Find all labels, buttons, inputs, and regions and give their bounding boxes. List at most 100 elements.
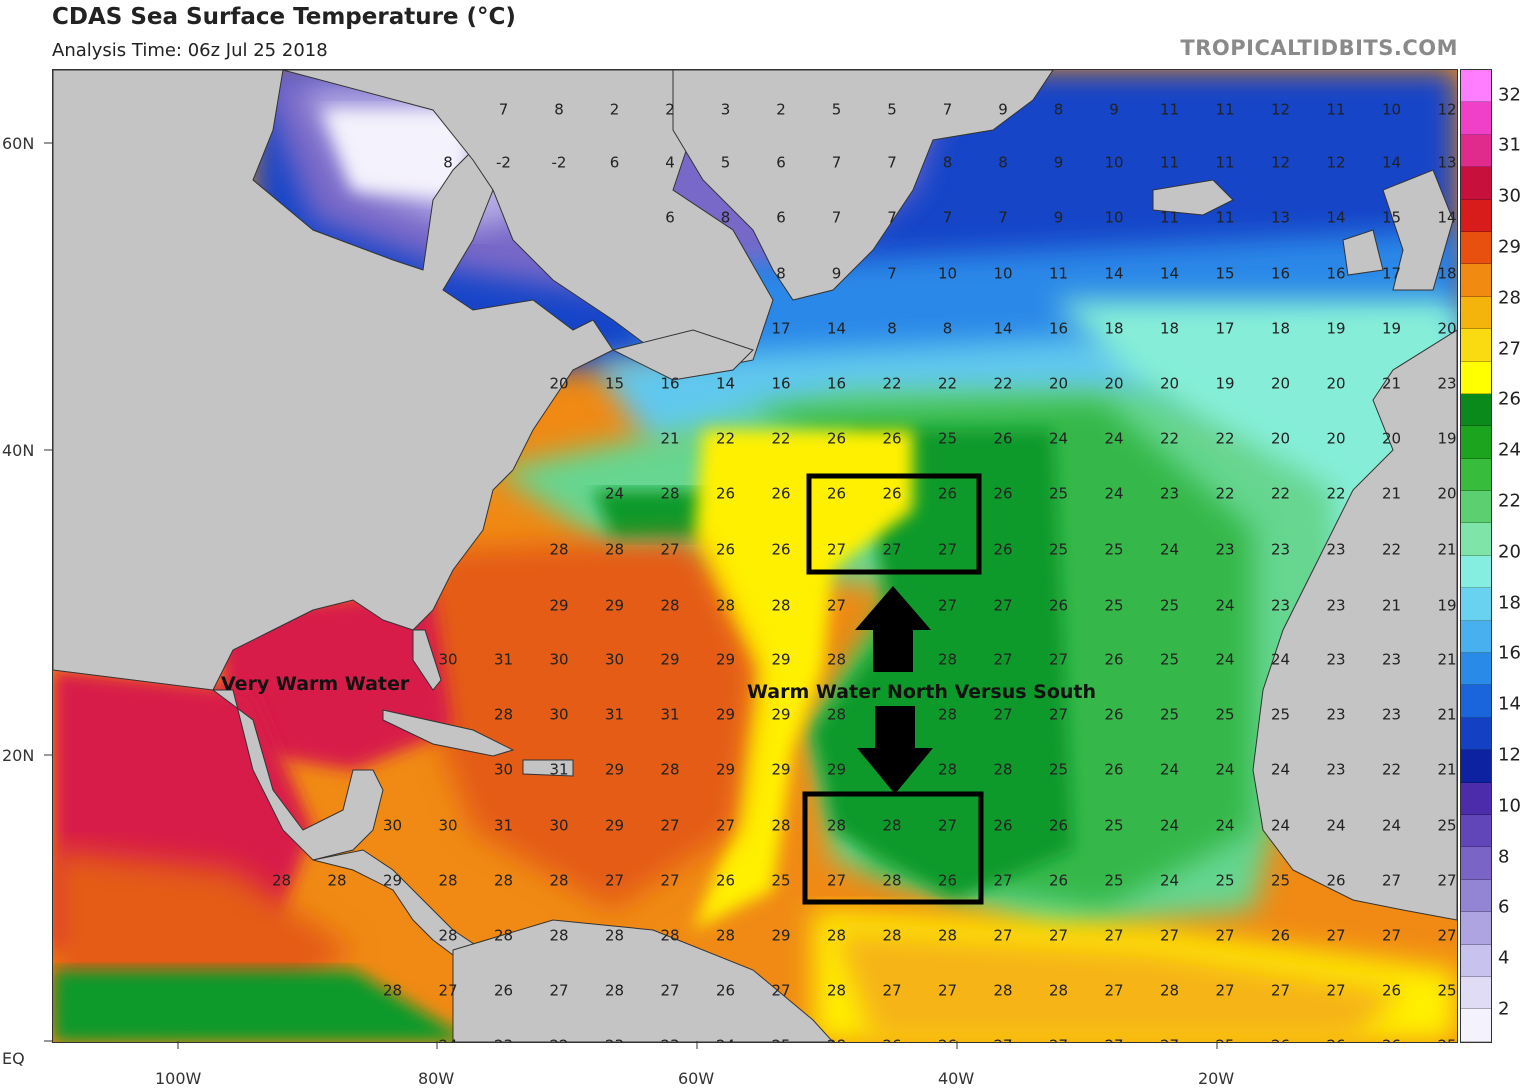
sst-value-label: 26	[716, 982, 735, 1000]
sst-value-label: 25	[1271, 706, 1290, 724]
sst-value-label: 21	[1382, 597, 1401, 615]
sst-value-label: 22	[771, 430, 790, 448]
sst-value-label: 20	[1271, 430, 1290, 448]
sst-value-label: 22	[1382, 761, 1401, 779]
sst-value-label: 11	[1160, 209, 1179, 227]
lat-label-60n: 60N	[2, 134, 34, 153]
sst-value-label: 24	[1160, 761, 1179, 779]
sst-value-label: 7	[998, 209, 1008, 227]
sst-value-label: 26	[882, 430, 901, 448]
sst-value-label: 28	[938, 651, 957, 669]
colorbar-swatch	[1461, 814, 1491, 848]
sst-value-label: 27	[938, 982, 957, 1000]
colorbar-tick-label: 22	[1498, 490, 1521, 512]
sst-value-label: 29	[771, 651, 790, 669]
colorbar-swatch	[1461, 393, 1491, 427]
sst-value-label: 29	[771, 927, 790, 945]
sst-value-label: 23	[1271, 541, 1290, 559]
sst-value-label: 24	[1104, 430, 1123, 448]
sst-value-label: 26	[827, 485, 846, 503]
greenland-land	[672, 70, 1054, 301]
sst-value-label: 23	[494, 1037, 513, 1043]
annotation-layer: Very Warm Water Warm Water North Versus …	[221, 473, 1096, 905]
lat-label-20n: 20N	[2, 746, 34, 765]
sst-value-label: 28	[827, 927, 846, 945]
sst-value-label: 24	[716, 1037, 735, 1043]
sst-value-label: 26	[1104, 651, 1123, 669]
landmasses	[53, 70, 1457, 1042]
sst-value-label: 27	[1104, 982, 1123, 1000]
africa-europe-land	[1252, 329, 1457, 921]
sst-value-label: 14	[993, 320, 1012, 338]
hispaniola-land	[522, 759, 574, 777]
sst-value-label: 22	[882, 375, 901, 393]
sst-value-label: 27	[993, 597, 1012, 615]
sst-value-label: 26	[1271, 1037, 1290, 1043]
sst-value-label: 23	[1382, 706, 1401, 724]
colorbar-swatch	[1461, 912, 1491, 945]
sst-value-label: 28	[660, 927, 679, 945]
sst-value-label: 17	[1382, 265, 1401, 283]
sst-white	[323, 110, 473, 200]
sst-value-label: 28	[771, 817, 790, 835]
sst-value-label: 6	[776, 209, 786, 227]
colorbar-tick-label: 24	[1498, 439, 1521, 461]
lat-label-eq: EQ	[2, 1049, 25, 1068]
sst-value-label: 11	[1160, 154, 1179, 172]
sst-value-label: 22	[549, 1037, 568, 1043]
lon-label-40w: 40W	[938, 1069, 974, 1088]
sst-value-label: 11	[1215, 101, 1234, 119]
sst-value-label: 8	[943, 154, 953, 172]
sst-value-label: 16	[1049, 320, 1068, 338]
colorbar-tick-label: 26	[1498, 388, 1521, 410]
sst-value-label: 26	[1049, 597, 1068, 615]
sst-value-label: 23	[1271, 597, 1290, 615]
sst-value-label: 28	[882, 817, 901, 835]
sst-value-label: 17	[1215, 320, 1234, 338]
sst-value-label: 24	[1104, 485, 1123, 503]
sst-value-label: 16	[1271, 265, 1290, 283]
sst-value-label: 28	[993, 761, 1012, 779]
sst-value-label: 23	[1437, 375, 1456, 393]
sst-value-label: 25	[1437, 1037, 1456, 1043]
colorbar-swatch	[1461, 361, 1491, 394]
sst-value-label: 7	[943, 209, 953, 227]
ireland-land	[1342, 229, 1384, 276]
colorbar-swatch	[1461, 944, 1491, 977]
sst-value-label: 8	[943, 320, 953, 338]
sst-value-label: 7	[499, 101, 509, 119]
sst-value-label: 26	[993, 541, 1012, 559]
sst-value-label: 18	[1160, 320, 1179, 338]
sst-value-label: 14	[1382, 154, 1401, 172]
colorbar-swatch	[1461, 976, 1491, 1010]
sst-value-label: 24	[1215, 597, 1234, 615]
sst-value-label: 14	[1104, 265, 1123, 283]
sst-value-label: 27	[438, 982, 457, 1000]
sst-value-label: 23	[1326, 597, 1345, 615]
sst-value-label: 29	[716, 761, 735, 779]
colorbar-swatch	[1461, 523, 1491, 556]
colorbar-tick-label: 6	[1498, 896, 1510, 918]
sst-value-label: 30	[494, 761, 513, 779]
sst-value-label: 7	[832, 154, 842, 172]
sst-value-label: 28	[716, 597, 735, 615]
sst-value-label: 28	[827, 982, 846, 1000]
sst-value-label: 29	[771, 761, 790, 779]
sst-value-label: 23	[1215, 541, 1234, 559]
sst-value-label: 26	[716, 541, 735, 559]
sst-value-label: 18	[1104, 320, 1123, 338]
sst-value-label: 27	[1437, 872, 1456, 890]
sst-value-label: 28	[660, 485, 679, 503]
sst-value-label: 27	[993, 651, 1012, 669]
sst-value-label: 27	[938, 541, 957, 559]
sst-value-label: 9	[1109, 101, 1119, 119]
sst-value-label: 28	[383, 982, 402, 1000]
sst-value-label: 29	[660, 651, 679, 669]
sst-value-label: 19	[1382, 320, 1401, 338]
sst-value-label: 20	[1326, 375, 1345, 393]
sst-value-label: 27	[827, 597, 846, 615]
sst-value-label: 25	[1160, 706, 1179, 724]
sst-value-label: 27	[1215, 982, 1234, 1000]
sst-value-label: 25	[1437, 817, 1456, 835]
sst-value-label: 20	[1104, 375, 1123, 393]
